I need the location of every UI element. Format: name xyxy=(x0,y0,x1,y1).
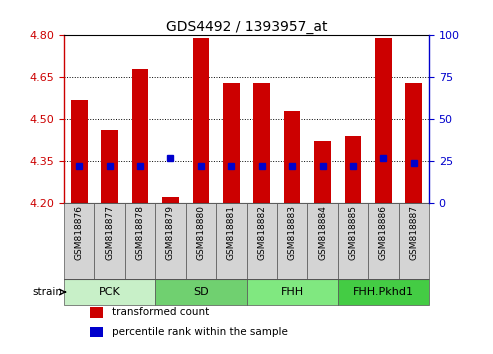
Text: GSM818880: GSM818880 xyxy=(196,205,206,260)
Bar xyxy=(277,203,307,279)
Bar xyxy=(162,197,179,203)
Bar xyxy=(193,38,209,203)
Bar xyxy=(338,279,429,306)
Bar xyxy=(223,83,240,203)
Bar xyxy=(338,203,368,279)
Bar xyxy=(253,83,270,203)
Bar xyxy=(155,203,186,279)
Bar xyxy=(368,203,398,279)
Bar xyxy=(307,203,338,279)
Text: GSM818883: GSM818883 xyxy=(287,205,297,260)
Bar xyxy=(375,38,391,203)
Text: GSM818882: GSM818882 xyxy=(257,205,266,260)
Text: GSM818877: GSM818877 xyxy=(105,205,114,260)
Bar xyxy=(71,99,88,203)
Bar xyxy=(64,203,95,279)
Bar xyxy=(216,203,246,279)
Text: strain: strain xyxy=(33,287,63,297)
Text: GSM818886: GSM818886 xyxy=(379,205,388,260)
Bar xyxy=(405,83,422,203)
Bar xyxy=(398,203,429,279)
Bar xyxy=(155,279,246,306)
Text: GSM818876: GSM818876 xyxy=(75,205,84,260)
Text: GSM818885: GSM818885 xyxy=(349,205,357,260)
Bar xyxy=(246,279,338,306)
Text: percentile rank within the sample: percentile rank within the sample xyxy=(111,327,287,337)
Bar xyxy=(314,141,331,203)
Bar xyxy=(90,327,104,337)
Bar xyxy=(102,130,118,203)
Text: PCK: PCK xyxy=(99,287,121,297)
Bar xyxy=(132,69,148,203)
Text: SD: SD xyxy=(193,287,209,297)
Text: GSM818878: GSM818878 xyxy=(136,205,144,260)
Bar xyxy=(186,203,216,279)
Text: GSM818884: GSM818884 xyxy=(318,205,327,260)
Bar xyxy=(345,136,361,203)
Text: GSM818887: GSM818887 xyxy=(409,205,418,260)
Title: GDS4492 / 1393957_at: GDS4492 / 1393957_at xyxy=(166,21,327,34)
Bar xyxy=(125,203,155,279)
Bar xyxy=(95,203,125,279)
Text: transformed count: transformed count xyxy=(111,307,209,317)
Bar xyxy=(246,203,277,279)
Text: FHH: FHH xyxy=(281,287,304,297)
Bar xyxy=(284,111,300,203)
Text: GSM818881: GSM818881 xyxy=(227,205,236,260)
Bar xyxy=(90,307,104,318)
Text: FHH.Pkhd1: FHH.Pkhd1 xyxy=(353,287,414,297)
Text: GSM818879: GSM818879 xyxy=(166,205,175,260)
Bar xyxy=(64,279,155,306)
